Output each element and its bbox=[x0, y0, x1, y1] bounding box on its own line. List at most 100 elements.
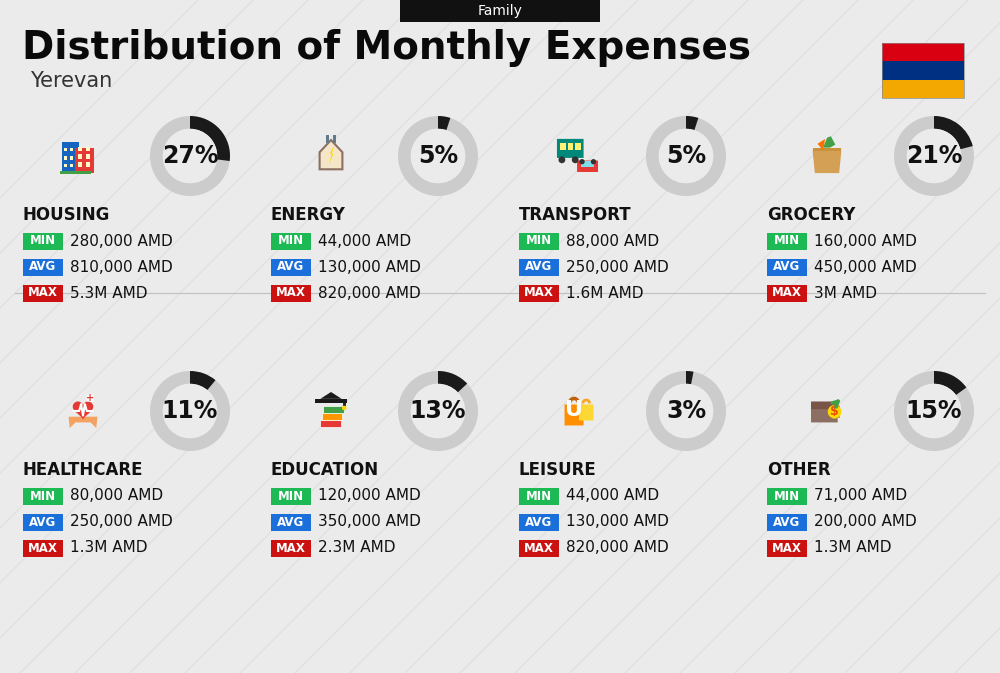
Polygon shape bbox=[315, 399, 347, 402]
Polygon shape bbox=[819, 136, 835, 147]
FancyBboxPatch shape bbox=[60, 171, 91, 174]
FancyBboxPatch shape bbox=[87, 394, 94, 402]
FancyBboxPatch shape bbox=[23, 258, 63, 275]
Text: 3%: 3% bbox=[666, 399, 706, 423]
FancyBboxPatch shape bbox=[577, 161, 598, 172]
Text: AVG: AVG bbox=[277, 260, 305, 273]
Text: 88,000 AMD: 88,000 AMD bbox=[566, 234, 659, 248]
Wedge shape bbox=[398, 116, 478, 196]
Text: 250,000 AMD: 250,000 AMD bbox=[566, 260, 669, 275]
Circle shape bbox=[342, 406, 347, 411]
Text: 80,000 AMD: 80,000 AMD bbox=[70, 489, 163, 503]
FancyBboxPatch shape bbox=[86, 147, 90, 151]
Text: MAX: MAX bbox=[524, 542, 554, 555]
Text: 820,000 AMD: 820,000 AMD bbox=[318, 285, 421, 301]
Text: MAX: MAX bbox=[28, 287, 58, 299]
Wedge shape bbox=[894, 116, 974, 196]
Text: 44,000 AMD: 44,000 AMD bbox=[318, 234, 411, 248]
Circle shape bbox=[659, 129, 713, 183]
Text: 27%: 27% bbox=[162, 144, 218, 168]
Polygon shape bbox=[320, 392, 342, 399]
Wedge shape bbox=[150, 371, 230, 451]
Text: 2.3M AMD: 2.3M AMD bbox=[318, 540, 396, 555]
Text: HOUSING: HOUSING bbox=[23, 206, 110, 224]
Text: MIN: MIN bbox=[526, 489, 552, 503]
Polygon shape bbox=[813, 150, 841, 173]
Wedge shape bbox=[686, 371, 693, 384]
Circle shape bbox=[411, 129, 465, 183]
Text: 160,000 AMD: 160,000 AMD bbox=[814, 234, 917, 248]
Text: HEALTHCARE: HEALTHCARE bbox=[23, 461, 144, 479]
Text: 280,000 AMD: 280,000 AMD bbox=[70, 234, 173, 248]
FancyBboxPatch shape bbox=[323, 406, 344, 413]
Text: MIN: MIN bbox=[30, 489, 56, 503]
Text: MIN: MIN bbox=[526, 234, 552, 248]
Text: AVG: AVG bbox=[29, 516, 57, 528]
Text: MAX: MAX bbox=[524, 287, 554, 299]
Text: 13%: 13% bbox=[410, 399, 466, 423]
Text: MAX: MAX bbox=[276, 287, 306, 299]
FancyBboxPatch shape bbox=[400, 0, 600, 22]
Text: Family: Family bbox=[478, 4, 522, 18]
FancyBboxPatch shape bbox=[23, 540, 63, 557]
Text: MAX: MAX bbox=[276, 542, 306, 555]
Text: 1.3M AMD: 1.3M AMD bbox=[814, 540, 892, 555]
Text: LEISURE: LEISURE bbox=[519, 461, 597, 479]
FancyBboxPatch shape bbox=[557, 139, 584, 158]
Text: 350,000 AMD: 350,000 AMD bbox=[318, 514, 421, 530]
FancyBboxPatch shape bbox=[271, 258, 311, 275]
Text: $: $ bbox=[830, 405, 839, 418]
FancyBboxPatch shape bbox=[519, 232, 559, 250]
Polygon shape bbox=[320, 140, 342, 170]
Text: +: + bbox=[86, 393, 94, 403]
Text: AVG: AVG bbox=[773, 516, 801, 528]
Wedge shape bbox=[646, 116, 726, 196]
FancyBboxPatch shape bbox=[320, 420, 340, 427]
FancyBboxPatch shape bbox=[568, 143, 573, 150]
Circle shape bbox=[907, 384, 961, 438]
Text: MAX: MAX bbox=[772, 542, 802, 555]
FancyBboxPatch shape bbox=[767, 258, 807, 275]
FancyBboxPatch shape bbox=[64, 164, 67, 168]
Text: GROCERY: GROCERY bbox=[767, 206, 855, 224]
FancyBboxPatch shape bbox=[64, 156, 67, 160]
Text: AVG: AVG bbox=[773, 260, 801, 273]
Polygon shape bbox=[73, 402, 93, 420]
Wedge shape bbox=[438, 116, 450, 130]
Text: MIN: MIN bbox=[774, 234, 800, 248]
FancyBboxPatch shape bbox=[767, 513, 807, 530]
Polygon shape bbox=[69, 417, 97, 428]
FancyBboxPatch shape bbox=[322, 413, 342, 420]
FancyBboxPatch shape bbox=[830, 406, 840, 418]
FancyBboxPatch shape bbox=[271, 487, 311, 505]
Text: AVG: AVG bbox=[525, 260, 553, 273]
Text: 44,000 AMD: 44,000 AMD bbox=[566, 489, 659, 503]
Circle shape bbox=[163, 129, 217, 183]
Text: OTHER: OTHER bbox=[767, 461, 831, 479]
Text: MAX: MAX bbox=[28, 542, 58, 555]
Text: 1.6M AMD: 1.6M AMD bbox=[566, 285, 644, 301]
FancyBboxPatch shape bbox=[23, 232, 63, 250]
FancyBboxPatch shape bbox=[271, 540, 311, 557]
Text: ENERGY: ENERGY bbox=[271, 206, 346, 224]
Text: 5%: 5% bbox=[666, 144, 706, 168]
Text: 130,000 AMD: 130,000 AMD bbox=[318, 260, 421, 275]
Wedge shape bbox=[438, 371, 467, 392]
Wedge shape bbox=[934, 116, 973, 149]
Polygon shape bbox=[818, 139, 825, 150]
FancyBboxPatch shape bbox=[767, 232, 807, 250]
Text: U: U bbox=[565, 400, 583, 420]
FancyBboxPatch shape bbox=[519, 285, 559, 302]
FancyBboxPatch shape bbox=[62, 142, 79, 173]
FancyBboxPatch shape bbox=[86, 162, 90, 167]
FancyBboxPatch shape bbox=[519, 258, 559, 275]
Circle shape bbox=[411, 384, 465, 438]
Text: 3M AMD: 3M AMD bbox=[814, 285, 877, 301]
FancyBboxPatch shape bbox=[75, 149, 94, 173]
FancyBboxPatch shape bbox=[23, 285, 63, 302]
Circle shape bbox=[659, 384, 713, 438]
FancyBboxPatch shape bbox=[70, 164, 73, 168]
Circle shape bbox=[591, 159, 596, 164]
FancyBboxPatch shape bbox=[519, 487, 559, 505]
FancyBboxPatch shape bbox=[70, 147, 73, 151]
